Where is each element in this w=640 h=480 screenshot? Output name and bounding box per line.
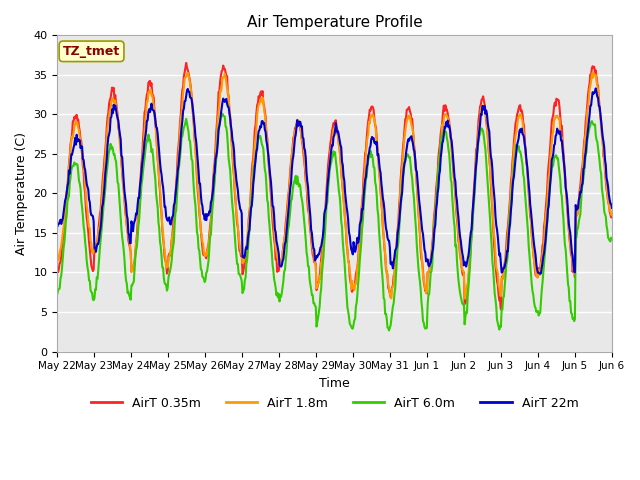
AirT 0.35m — [182, 60, 190, 66]
AirT 0.35m — [207, 216, 215, 222]
AirT 1.8m — [177, 114, 185, 120]
AirT 0.35m — [497, 306, 505, 312]
AirT 6.0m — [206, 234, 214, 240]
AirT 0.35m — [608, 215, 616, 220]
Title: Air Temperature Profile: Air Temperature Profile — [247, 15, 422, 30]
AirT 22m — [592, 85, 600, 91]
AirT 22m — [177, 134, 185, 140]
AirT 6.0m — [404, 151, 412, 157]
Line: AirT 0.35m: AirT 0.35m — [58, 63, 612, 309]
AirT 22m — [608, 205, 616, 211]
AirT 6.0m — [121, 257, 129, 263]
AirT 1.8m — [54, 253, 61, 259]
AirT 1.8m — [461, 296, 469, 301]
AirT 6.0m — [420, 320, 428, 326]
AirT 1.8m — [419, 272, 427, 278]
AirT 22m — [419, 228, 426, 233]
AirT 1.8m — [608, 212, 616, 218]
AirT 6.0m — [63, 199, 71, 204]
AirT 1.8m — [184, 70, 191, 75]
Line: AirT 22m: AirT 22m — [58, 88, 612, 274]
AirT 1.8m — [63, 186, 71, 192]
Text: TZ_tmet: TZ_tmet — [63, 45, 120, 58]
Legend: AirT 0.35m, AirT 1.8m, AirT 6.0m, AirT 22m: AirT 0.35m, AirT 1.8m, AirT 6.0m, AirT 2… — [86, 392, 583, 415]
AirT 6.0m — [219, 111, 227, 117]
AirT 0.35m — [54, 268, 61, 274]
AirT 22m — [54, 224, 61, 229]
AirT 0.35m — [419, 267, 427, 273]
AirT 22m — [402, 150, 410, 156]
AirT 0.35m — [121, 197, 129, 203]
X-axis label: Time: Time — [319, 377, 350, 390]
Line: AirT 6.0m: AirT 6.0m — [58, 114, 612, 330]
AirT 0.35m — [63, 185, 71, 191]
AirT 22m — [121, 189, 129, 195]
AirT 1.8m — [403, 118, 411, 124]
Line: AirT 1.8m: AirT 1.8m — [58, 72, 612, 299]
AirT 6.0m — [385, 327, 393, 333]
AirT 6.0m — [608, 236, 616, 241]
AirT 22m — [63, 183, 71, 189]
AirT 6.0m — [177, 145, 185, 151]
AirT 1.8m — [121, 197, 129, 203]
AirT 1.8m — [207, 220, 215, 226]
AirT 22m — [536, 271, 544, 276]
Y-axis label: Air Temperature (C): Air Temperature (C) — [15, 132, 28, 255]
AirT 6.0m — [54, 290, 61, 296]
AirT 22m — [206, 209, 214, 215]
AirT 0.35m — [403, 107, 411, 113]
AirT 0.35m — [177, 111, 185, 117]
